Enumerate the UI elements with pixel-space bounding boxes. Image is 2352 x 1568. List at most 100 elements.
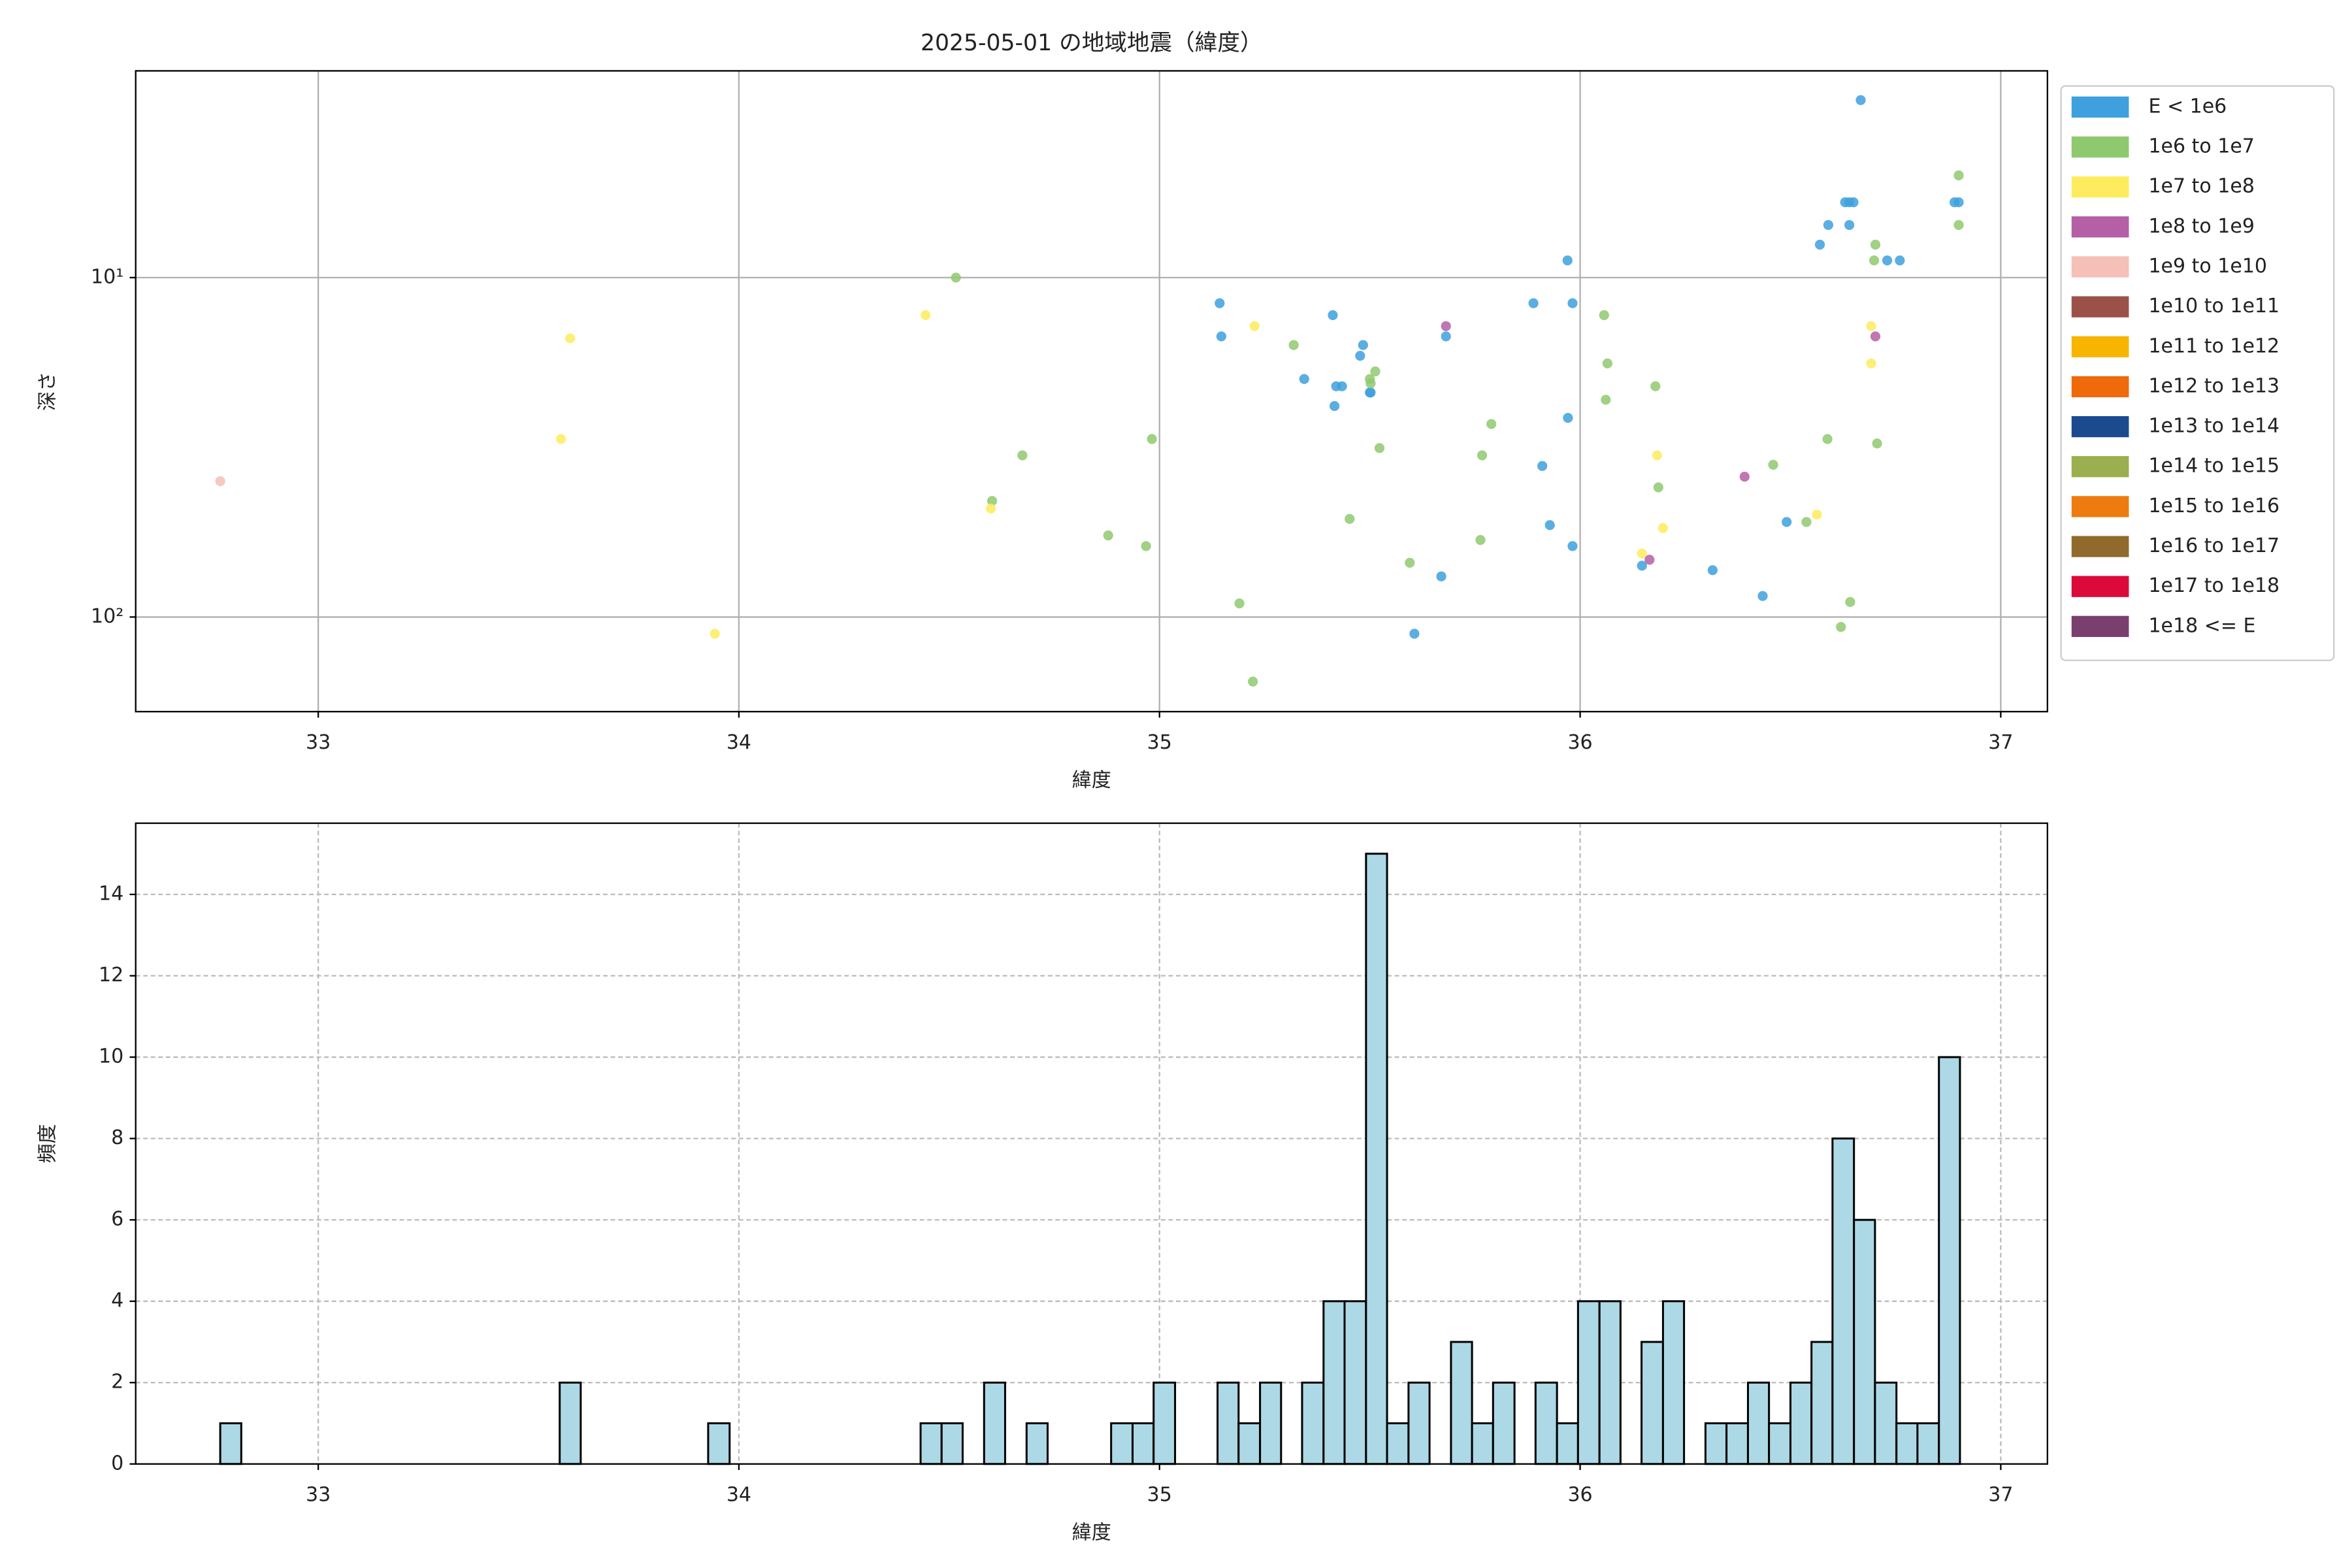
legend-label: 1e9 to 1e10 bbox=[2148, 255, 2267, 278]
bar bbox=[1450, 1341, 1473, 1465]
point bbox=[1374, 443, 1385, 453]
legend-label: 1e10 to 1e11 bbox=[2148, 295, 2279, 318]
point bbox=[1866, 321, 1876, 331]
bar bbox=[1598, 1300, 1622, 1465]
bar bbox=[1853, 1218, 1876, 1465]
point bbox=[1147, 434, 1157, 444]
x-tick-label: 33 bbox=[306, 731, 331, 754]
bar bbox=[940, 1422, 964, 1465]
bar bbox=[1110, 1422, 1134, 1465]
legend-label: 1e12 to 1e13 bbox=[2148, 374, 2279, 397]
bar bbox=[1746, 1381, 1771, 1465]
legend-swatch bbox=[2071, 416, 2129, 438]
point bbox=[1563, 412, 1573, 423]
point bbox=[1405, 557, 1415, 568]
point bbox=[1409, 629, 1420, 639]
bar bbox=[1534, 1381, 1558, 1465]
x-tick-label: 36 bbox=[1567, 1484, 1592, 1507]
legend-swatch bbox=[2071, 296, 2129, 318]
point bbox=[1299, 374, 1309, 384]
point bbox=[1757, 591, 1768, 601]
point bbox=[1652, 450, 1662, 461]
y-axis-label: 深さ bbox=[36, 372, 59, 411]
x-tick-label: 35 bbox=[1147, 731, 1172, 754]
x-tick-label: 34 bbox=[727, 1484, 751, 1507]
point bbox=[1567, 298, 1578, 308]
point bbox=[565, 333, 576, 344]
bar bbox=[1556, 1422, 1579, 1465]
legend-label: 1e7 to 1e8 bbox=[2148, 175, 2254, 198]
point bbox=[1017, 450, 1028, 461]
legend-label: 1e8 to 1e9 bbox=[2148, 215, 2254, 238]
point bbox=[1650, 381, 1661, 391]
legend-swatch bbox=[2071, 176, 2129, 198]
bar bbox=[1217, 1381, 1240, 1465]
y-axis-label: 頻度 bbox=[36, 1124, 59, 1163]
bar bbox=[1641, 1341, 1664, 1465]
bar bbox=[1322, 1300, 1346, 1465]
point bbox=[1644, 555, 1655, 565]
point bbox=[1822, 434, 1833, 444]
bar bbox=[1810, 1341, 1834, 1465]
point bbox=[1658, 523, 1669, 533]
point bbox=[215, 476, 225, 487]
x-axis-label: 緯度 bbox=[1072, 1521, 1111, 1544]
x-tick-label: 34 bbox=[727, 731, 751, 754]
point bbox=[1234, 598, 1245, 609]
point bbox=[1848, 197, 1859, 208]
x-axis-label: 緯度 bbox=[1072, 769, 1111, 792]
point bbox=[1441, 331, 1451, 342]
point bbox=[1866, 358, 1876, 368]
bar bbox=[1259, 1381, 1282, 1465]
point bbox=[1249, 321, 1260, 331]
legend-label: E < 1e6 bbox=[2148, 95, 2227, 118]
point bbox=[1486, 419, 1497, 429]
point bbox=[1869, 255, 1880, 266]
point bbox=[1329, 400, 1340, 412]
point bbox=[555, 434, 566, 444]
point bbox=[1870, 239, 1881, 250]
x-tick-label: 37 bbox=[1988, 731, 2013, 754]
legend-swatch bbox=[2071, 576, 2129, 597]
point bbox=[1870, 331, 1881, 342]
bar bbox=[983, 1381, 1006, 1465]
point bbox=[1365, 378, 1376, 389]
point bbox=[1637, 561, 1647, 571]
point bbox=[1782, 517, 1792, 527]
point bbox=[1562, 255, 1573, 266]
point bbox=[1882, 255, 1893, 266]
point bbox=[1477, 450, 1488, 461]
legend-label: 1e16 to 1e17 bbox=[2148, 534, 2279, 557]
point bbox=[1337, 381, 1347, 391]
legend-swatch bbox=[2071, 216, 2129, 238]
bar bbox=[1725, 1422, 1749, 1465]
legend-label: 1e6 to 1e7 bbox=[2148, 135, 2254, 158]
point bbox=[1801, 517, 1812, 527]
point bbox=[1601, 395, 1611, 405]
point bbox=[1953, 170, 1964, 181]
point bbox=[1602, 358, 1613, 368]
bar bbox=[1916, 1422, 1940, 1465]
point bbox=[1248, 676, 1258, 687]
point bbox=[985, 503, 996, 514]
legend-swatch bbox=[2071, 536, 2129, 557]
bar bbox=[559, 1381, 582, 1465]
point bbox=[1215, 298, 1225, 308]
point bbox=[1823, 220, 1834, 231]
point bbox=[1475, 534, 1486, 546]
bar bbox=[1768, 1422, 1791, 1465]
bar bbox=[1789, 1381, 1813, 1465]
legend-label: 1e18 <= E bbox=[2148, 614, 2255, 637]
bar bbox=[1576, 1300, 1601, 1465]
point bbox=[1441, 321, 1451, 331]
bar bbox=[1386, 1422, 1410, 1465]
bar bbox=[219, 1422, 242, 1465]
point bbox=[1370, 366, 1380, 377]
point bbox=[1872, 438, 1882, 449]
y-tick-label: 12 bbox=[99, 964, 123, 987]
point bbox=[987, 496, 998, 506]
legend-swatch bbox=[2071, 96, 2129, 118]
point bbox=[951, 272, 961, 283]
bar bbox=[1471, 1422, 1494, 1465]
